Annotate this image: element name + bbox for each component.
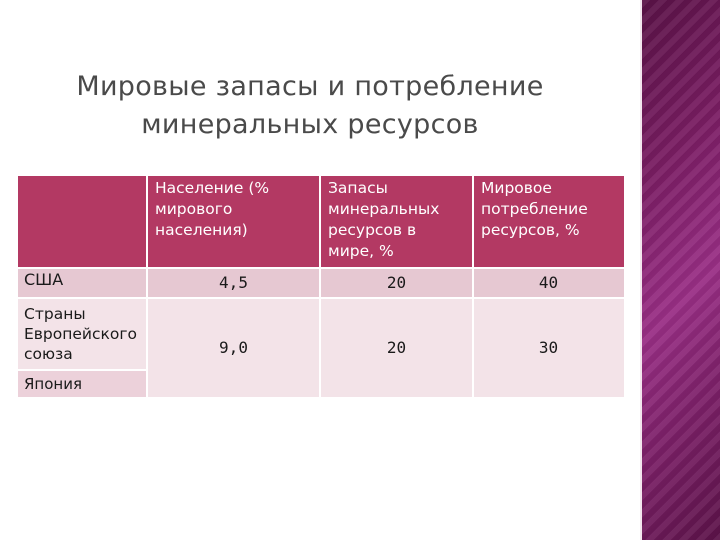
column-divider: [146, 176, 148, 397]
table-row-label: Япония: [18, 370, 147, 397]
table-row-label: Страны Европейского союза: [18, 298, 147, 370]
table-row-label: США: [18, 268, 147, 298]
table-header-population: Население (% мирового населения): [147, 176, 320, 268]
table-cell: 30: [473, 298, 624, 397]
column-divider: [319, 176, 321, 397]
row-divider: [18, 267, 624, 269]
table-header-corner: [18, 176, 147, 268]
table-cell: 20: [320, 268, 473, 298]
column-divider: [472, 176, 474, 397]
table-header-consumption: Мировое потребление ресурсов, %: [473, 176, 624, 268]
table-cell: 4,5: [147, 268, 320, 298]
table-header-reserves: Запасы минеральных ресурсов в мире, %: [320, 176, 473, 268]
slide: Мировые запасы и потребление минеральных…: [18, 71, 624, 397]
slide-title: Мировые запасы и потребление минеральных…: [76, 71, 544, 140]
table-cell: 40: [473, 268, 624, 298]
row-divider: [18, 369, 147, 371]
slide-edge-divider: [640, 0, 642, 540]
row-divider: [18, 297, 624, 299]
table-cell: 20: [320, 298, 473, 397]
decorative-side-band: [642, 0, 720, 540]
table-cell: 9,0: [147, 298, 320, 397]
